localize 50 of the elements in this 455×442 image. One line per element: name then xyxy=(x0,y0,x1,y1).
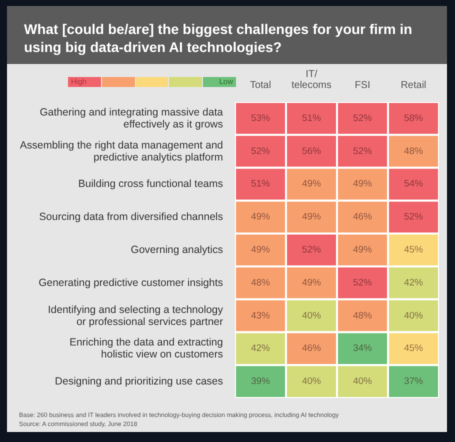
data-label: 48% xyxy=(404,146,424,157)
data-label: 45% xyxy=(404,244,424,256)
data-label: 51% xyxy=(302,112,322,124)
data-label: 46% xyxy=(352,212,373,223)
data-label: 49% xyxy=(250,212,271,223)
x-tick-label: Total xyxy=(250,80,272,91)
data-label: 56% xyxy=(302,146,322,157)
y-tick-label: Designing and prioritizing use cases xyxy=(54,376,223,388)
data-label: 48% xyxy=(250,277,271,288)
y-tick-label: Governing analytics xyxy=(130,244,223,256)
data-label: 34% xyxy=(352,343,373,354)
data-label: 58% xyxy=(404,112,424,124)
data-label: 42% xyxy=(250,343,271,354)
x-tick-label: Retail xyxy=(400,80,426,91)
data-label: 52% xyxy=(352,112,373,124)
data-label: 37% xyxy=(404,376,424,388)
x-tick-label: FSI xyxy=(354,80,370,91)
y-tick-label: Assembling the right data management and predictive analytics platform xyxy=(20,139,224,164)
data-label: 40% xyxy=(404,310,424,322)
data-label: 42% xyxy=(404,277,424,288)
data-label: 48% xyxy=(352,310,373,322)
data-label: 52% xyxy=(250,146,271,157)
data-label: 49% xyxy=(302,178,322,190)
data-label: 53% xyxy=(250,112,271,124)
chart-title: What [could be/are] the biggest challenges for your firm in using big data-driven AI technologies? xyxy=(7,6,447,64)
data-label: 39% xyxy=(250,376,271,388)
data-label: 52% xyxy=(404,212,424,223)
data-label: 46% xyxy=(302,343,322,354)
data-label: 49% xyxy=(352,178,373,190)
y-tick-label: Generating predictive customer insights xyxy=(38,276,223,289)
data-label: 52% xyxy=(352,146,373,157)
y-tick-label: Enriching the data and extracting holistic view on customers xyxy=(69,336,224,361)
data-label: 52% xyxy=(352,277,373,288)
y-tick-label: Identifying and selecting a technology or professional services partner xyxy=(48,304,224,328)
y-tick-label: Gathering and integrating massive data effectively as it grows xyxy=(40,106,224,130)
data-label: 43% xyxy=(250,310,271,322)
data-label: 40% xyxy=(302,376,322,388)
data-label: 49% xyxy=(352,244,373,256)
x-tick-label: IT/ telecoms xyxy=(291,69,332,91)
data-label: 52% xyxy=(302,244,322,256)
y-tick-label: Building cross functional teams xyxy=(78,178,223,190)
data-label: 51% xyxy=(250,178,271,190)
data-label: 49% xyxy=(250,244,271,256)
data-label: 40% xyxy=(352,376,373,388)
y-tick-label: Sourcing data from diversified channels xyxy=(39,211,223,224)
data-label: 49% xyxy=(302,212,322,223)
data-label: 40% xyxy=(302,310,322,322)
data-label: 49% xyxy=(302,277,322,288)
data-label: 54% xyxy=(404,178,424,190)
data-label: 45% xyxy=(404,343,424,354)
